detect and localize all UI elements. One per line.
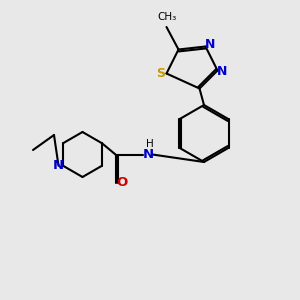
Text: N: N [205, 38, 215, 52]
Text: N: N [53, 159, 64, 172]
Text: N: N [143, 148, 154, 161]
Text: CH₃: CH₃ [157, 12, 176, 22]
Text: H: H [146, 139, 153, 149]
Text: S: S [157, 67, 166, 80]
Text: O: O [116, 176, 128, 190]
Text: N: N [217, 65, 227, 79]
